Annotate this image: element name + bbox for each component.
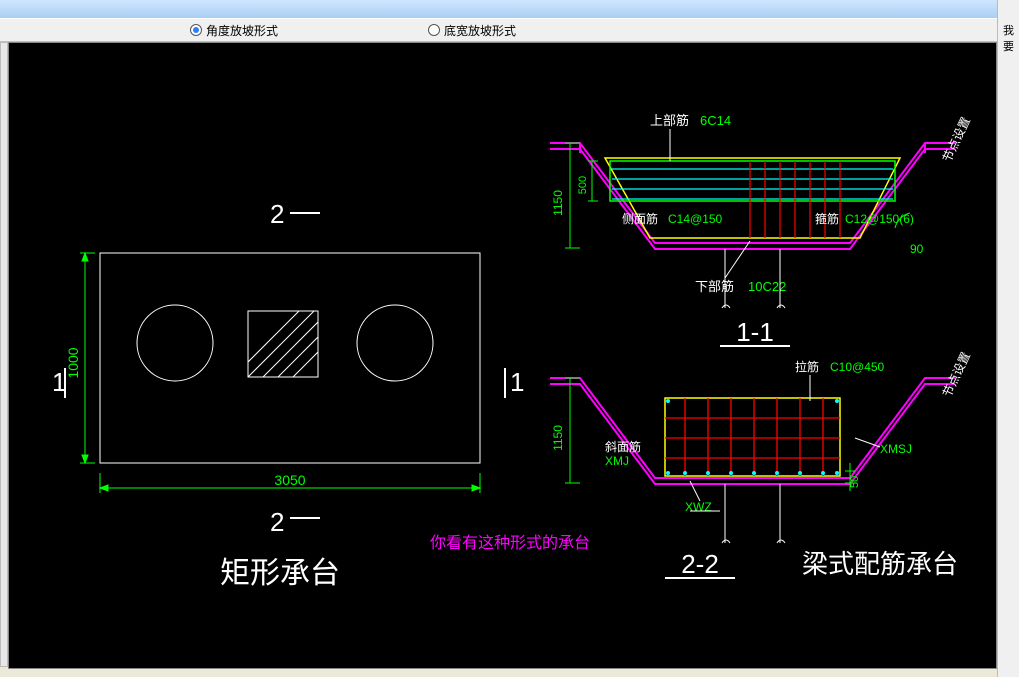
radio-label: 底宽放坡形式	[444, 22, 516, 39]
section-label-2-2: 2-2	[681, 549, 719, 579]
section-1-1: 上部筋 6C14 侧面筋 C14@150 箍筋 C12@150(6) 下部筋 1…	[550, 113, 973, 347]
section-2-2: 拉筋 C10@450 斜面筋 XMJ XMSJ XWZ 1150 50 节点设置	[550, 350, 973, 579]
left-plan-view: 3050 1000 1 1 2 2 矩形承台	[52, 199, 524, 590]
radio-icon	[428, 24, 440, 36]
bottom-rebar-label: 下部筋	[695, 279, 734, 294]
radio-label: 角度放坡形式	[206, 22, 278, 39]
top-rebar-value: 6C14	[700, 113, 731, 128]
radio-icon	[190, 24, 202, 36]
tie-value: C10@450	[830, 360, 885, 374]
left-title: 矩形承台	[220, 557, 340, 590]
dim-1150: 1150	[551, 190, 565, 216]
section-mark-1-left: 1	[52, 367, 66, 397]
xwz-label: XWZ	[685, 500, 712, 514]
angle-90: 90	[910, 242, 924, 256]
cad-canvas: 3050 1000 1 1 2 2 矩形承台 你看有这种形式的承台	[8, 42, 997, 669]
xmsj-label: XMSJ	[880, 442, 912, 456]
dim-50: 50	[849, 476, 861, 488]
sidebar-text: 我要	[998, 22, 1019, 54]
bottom-rebar-value: 10C22	[748, 279, 786, 294]
dim-1150-2: 1150	[551, 425, 565, 451]
slant-value: XMJ	[605, 454, 629, 468]
titlebar	[0, 0, 1019, 18]
section-label-1-1: 1-1	[736, 317, 774, 347]
slant-label: 斜面筋	[605, 439, 641, 454]
stirrup-label: 箍筋	[815, 211, 839, 226]
right-title: 梁式配筋承台	[802, 549, 958, 579]
dim-width: 3050	[274, 472, 305, 488]
node-settings-button-1[interactable]: 节点设置	[940, 115, 973, 164]
side-rebar-label: 侧面筋	[622, 211, 658, 226]
section-mark-2-top: 2	[270, 199, 284, 229]
tie-label: 拉筋	[795, 359, 819, 374]
radio-angle-slope[interactable]: 角度放坡形式	[190, 22, 278, 39]
section-mark-2-bottom: 2	[270, 507, 284, 537]
section-mark-1-right: 1	[510, 367, 524, 397]
radio-bottom-width-slope[interactable]: 底宽放坡形式	[428, 22, 516, 39]
top-rebar-label: 上部筋	[650, 113, 689, 128]
options-toolbar: 角度放坡形式 底宽放坡形式	[0, 18, 997, 42]
side-rebar-value: C14@150	[668, 212, 723, 226]
node-settings-button-2[interactable]: 节点设置	[940, 350, 973, 399]
center-note: 你看有这种形式的承台	[430, 534, 590, 552]
right-sidebar: 我要	[997, 0, 1019, 677]
stirrup-value: C12@150(6)	[845, 212, 914, 226]
dim-height: 1000	[65, 347, 81, 378]
cad-svg: 3050 1000 1 1 2 2 矩形承台 你看有这种形式的承台	[9, 43, 996, 668]
dim-500: 500	[577, 176, 589, 194]
scrollbar-vertical[interactable]	[0, 42, 8, 667]
